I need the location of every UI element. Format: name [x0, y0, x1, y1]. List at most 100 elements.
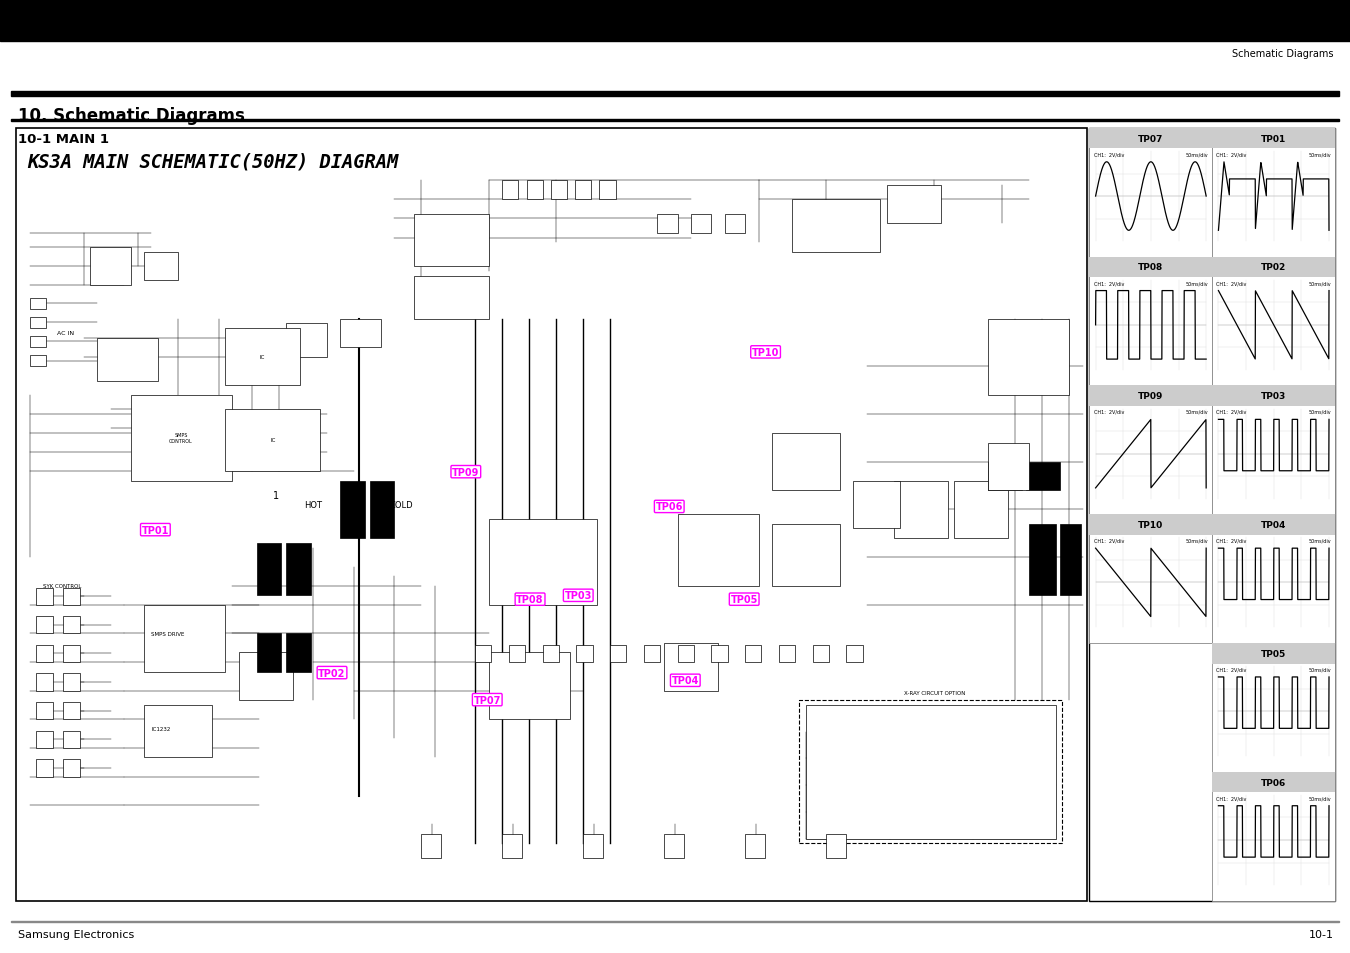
Bar: [1089, 129, 1335, 901]
Bar: [11, 921, 1339, 922]
Bar: [502, 181, 518, 200]
Text: TP05: TP05: [1261, 649, 1287, 659]
Bar: [772, 524, 840, 586]
Bar: [1212, 386, 1335, 515]
Text: TP02: TP02: [319, 668, 346, 678]
Bar: [575, 181, 591, 200]
Bar: [30, 336, 46, 348]
Text: CH1:  2V/div: CH1: 2V/div: [1216, 538, 1247, 543]
Bar: [691, 214, 711, 233]
Bar: [340, 481, 364, 538]
Text: TP02: TP02: [1261, 263, 1287, 273]
Bar: [16, 129, 1087, 901]
Bar: [370, 481, 394, 538]
Bar: [1089, 257, 1212, 386]
Bar: [11, 91, 1339, 97]
Bar: [36, 617, 53, 634]
Text: TP10: TP10: [1138, 520, 1164, 530]
Text: IC: IC: [270, 437, 275, 443]
Text: IC: IC: [259, 355, 265, 360]
Bar: [576, 645, 593, 662]
Bar: [1089, 129, 1212, 257]
Bar: [644, 645, 660, 662]
Bar: [144, 705, 212, 758]
Bar: [36, 731, 53, 748]
Text: TP03: TP03: [1261, 392, 1287, 401]
Bar: [30, 298, 46, 310]
Text: Schematic Diagrams: Schematic Diagrams: [1233, 49, 1334, 59]
Text: CH1:  2V/div: CH1: 2V/div: [1216, 152, 1247, 157]
Text: CH1:  2V/div: CH1: 2V/div: [1094, 410, 1123, 415]
Bar: [144, 253, 178, 281]
Text: TP01: TP01: [142, 525, 169, 535]
Bar: [887, 186, 941, 224]
Bar: [610, 645, 626, 662]
Bar: [30, 355, 46, 367]
Bar: [340, 319, 381, 348]
Bar: [144, 605, 225, 672]
Text: TP05: TP05: [730, 595, 757, 604]
Bar: [711, 645, 728, 662]
Text: 50ms/div: 50ms/div: [1308, 281, 1331, 286]
Bar: [1089, 515, 1212, 536]
Text: TP08: TP08: [516, 595, 544, 604]
Bar: [599, 181, 616, 200]
Bar: [90, 248, 131, 286]
Text: CH1:  2V/div: CH1: 2V/div: [1216, 281, 1247, 286]
Text: 50ms/div: 50ms/div: [1308, 538, 1331, 543]
Bar: [954, 481, 1008, 538]
Bar: [1060, 524, 1081, 596]
Bar: [1212, 386, 1335, 407]
Bar: [489, 519, 597, 605]
Text: TP07: TP07: [1138, 134, 1164, 144]
Text: AC IN: AC IN: [57, 331, 74, 336]
Bar: [256, 634, 281, 672]
Text: TP06: TP06: [656, 502, 683, 512]
Text: 50ms/div: 50ms/div: [1185, 410, 1208, 415]
Bar: [1212, 643, 1335, 772]
Bar: [1089, 386, 1212, 407]
Text: SMPS
CONTROL: SMPS CONTROL: [169, 433, 193, 444]
Bar: [543, 645, 559, 662]
Bar: [36, 645, 53, 662]
Text: 10. Schematic Diagrams: 10. Schematic Diagrams: [18, 108, 244, 125]
Bar: [806, 705, 1056, 839]
Bar: [11, 120, 1339, 122]
Bar: [1212, 772, 1335, 793]
Bar: [63, 760, 80, 777]
Bar: [1212, 515, 1335, 536]
Bar: [664, 643, 718, 691]
Text: 50ms/div: 50ms/div: [1185, 538, 1208, 543]
Bar: [414, 276, 489, 319]
Text: Samsung Electronics: Samsung Electronics: [18, 929, 134, 939]
Bar: [846, 645, 863, 662]
Bar: [1212, 772, 1335, 901]
Text: CH1:  2V/div: CH1: 2V/div: [1094, 538, 1123, 543]
Bar: [63, 617, 80, 634]
Text: SYK CONTROL: SYK CONTROL: [43, 583, 81, 589]
Bar: [63, 645, 80, 662]
Text: TP06: TP06: [1261, 778, 1287, 787]
Bar: [678, 515, 759, 586]
Text: TP01: TP01: [1261, 134, 1287, 144]
Bar: [745, 834, 765, 858]
Bar: [36, 674, 53, 691]
Text: 50ms/div: 50ms/div: [1185, 281, 1208, 286]
Bar: [286, 324, 327, 357]
Bar: [551, 181, 567, 200]
Bar: [63, 588, 80, 605]
Bar: [489, 653, 570, 720]
Bar: [286, 543, 310, 596]
Bar: [988, 462, 1022, 491]
Bar: [853, 481, 900, 529]
Bar: [225, 329, 300, 386]
Bar: [678, 645, 694, 662]
Bar: [1026, 462, 1060, 491]
Bar: [1212, 257, 1335, 386]
Bar: [475, 645, 491, 662]
Text: 50ms/div: 50ms/div: [1308, 796, 1331, 801]
Bar: [1212, 129, 1335, 150]
Bar: [1089, 386, 1212, 515]
Text: TP08: TP08: [1138, 263, 1164, 273]
Bar: [894, 481, 948, 538]
